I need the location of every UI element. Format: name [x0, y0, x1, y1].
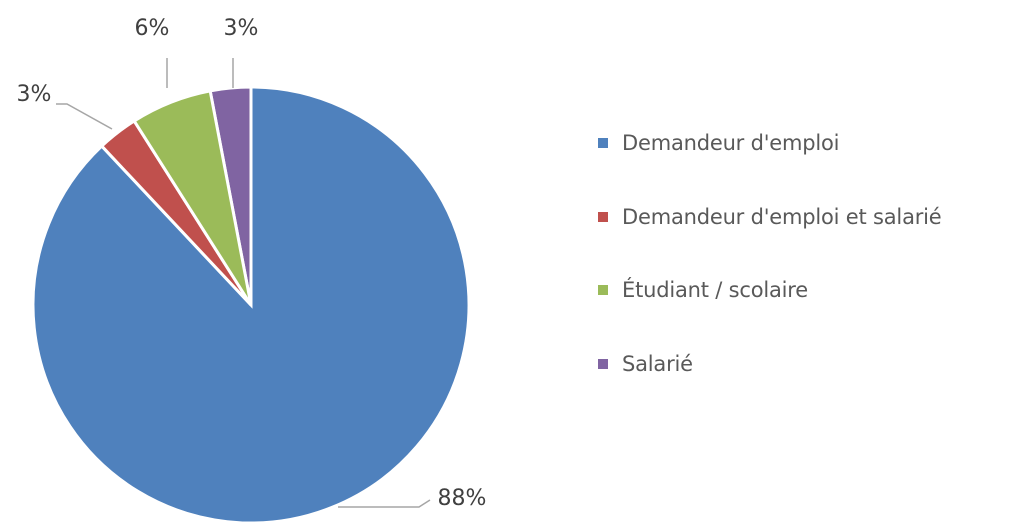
legend-label: Salarié	[622, 351, 693, 376]
pie-leader-line	[56, 103, 113, 130]
pie-percentage-label: 88%	[438, 486, 487, 511]
legend-swatch	[598, 285, 608, 295]
legend-item-salarie: Salarié	[598, 349, 1013, 379]
pie-percentage-label: 3%	[17, 82, 52, 107]
legend-item-etudiant-scolaire: Étudiant / scolaire	[598, 275, 1013, 305]
pie-leader-line	[338, 499, 431, 508]
legend-swatch	[598, 211, 608, 222]
pie-percentage-label: 6%	[135, 16, 170, 41]
legend-label: Étudiant / scolaire	[622, 278, 808, 302]
legend-label: Demandeur d'emploi	[622, 131, 840, 155]
legend-item-demandeur-emploi-salarie: Demandeur d'emploi et salarié	[598, 202, 1013, 232]
legend-swatch	[598, 138, 608, 148]
pie-slice-etudiant-scolaire	[132, 89, 253, 306]
legend-item-demandeur-emploi: Demandeur d'emploi	[598, 128, 1013, 158]
legend-swatch	[598, 358, 608, 369]
legend-label: Demandeur d'emploi et salarié	[622, 204, 942, 229]
chart-legend: Demandeur d'emploi Demandeur d'emploi et…	[598, 128, 1013, 422]
pie-percentage-label: 3%	[224, 16, 259, 41]
